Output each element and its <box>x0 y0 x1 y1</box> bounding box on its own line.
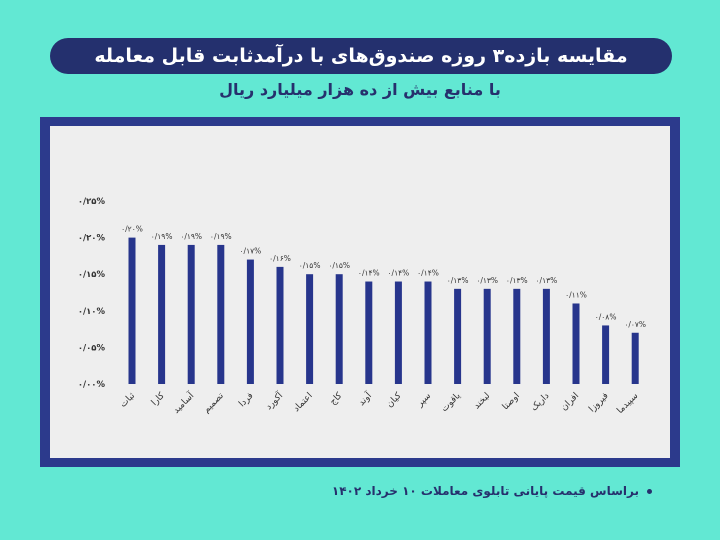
data-label: ۰/۱۹% <box>210 232 232 241</box>
bar <box>454 288 462 384</box>
bar <box>394 281 402 384</box>
data-label: ۰/۱۹% <box>180 232 202 241</box>
bar <box>424 281 432 384</box>
category-label: لبخند <box>472 391 492 411</box>
bullet-icon <box>647 488 652 494</box>
category-label: سپیدما <box>615 391 640 416</box>
bar <box>276 266 284 384</box>
bar <box>246 259 254 384</box>
data-label: ۰/۱۴% <box>388 269 410 278</box>
category-label: یاقوت <box>440 391 463 414</box>
y-tick-label: ۰/۰۵% <box>78 343 106 353</box>
data-label: ۰/۱۷% <box>240 247 262 256</box>
bar <box>513 288 521 384</box>
data-label: ۰/۰۷% <box>624 320 646 329</box>
bar <box>128 237 136 384</box>
category-label: فیروزا <box>587 391 610 414</box>
category-label: داریک <box>529 391 551 413</box>
category-label: کیان <box>385 391 404 410</box>
bar <box>335 274 343 384</box>
bar <box>365 281 373 384</box>
data-label: ۰/۱۴% <box>358 269 380 278</box>
y-tick-label: ۰/۱۰% <box>78 307 106 317</box>
bar <box>217 244 225 384</box>
footnote-text: براساس قیمت پایانی تابلوی معاملات ۱۰ خرد… <box>331 484 639 498</box>
y-tick-label: ۰/۲۰% <box>78 234 106 244</box>
category-label: کاج <box>328 391 345 408</box>
y-tick-label: ۰/۰۰% <box>78 380 106 390</box>
data-label: ۰/۱۳% <box>506 276 528 285</box>
category-label: اعتماد <box>292 391 315 414</box>
data-label: ۰/۱۵% <box>328 261 350 270</box>
category-label: ثبات <box>118 391 137 410</box>
category-label: سپر <box>415 391 434 410</box>
data-label: ۰/۱۳% <box>476 276 498 285</box>
data-label: ۰/۱۹% <box>151 232 173 241</box>
bar <box>631 332 639 384</box>
footnote: براساس قیمت پایانی تابلوی معاملات ۱۰ خرد… <box>332 484 652 498</box>
bar <box>306 274 314 384</box>
data-label: ۰/۲۰% <box>121 225 143 234</box>
data-label: ۰/۱۵% <box>299 261 321 270</box>
chart-title: مقایسه بازده۳ روزه صندوق‌های با درآمدثاب… <box>50 38 672 74</box>
category-label: آساميد <box>170 389 197 416</box>
category-label: تصمیم <box>202 391 227 416</box>
category-label: آکورد <box>263 389 286 412</box>
data-label: ۰/۱۳% <box>447 276 469 285</box>
y-tick-label: ۰/۲۵% <box>78 197 106 207</box>
chart-panel <box>50 126 670 458</box>
bar <box>542 288 550 384</box>
data-label: ۰/۱۳% <box>536 276 558 285</box>
data-label: ۰/۱۱% <box>565 290 587 299</box>
category-label: اوصتا <box>501 391 522 412</box>
bar <box>572 303 580 384</box>
bar-chart: ۰/۰۰% ۰/۰۵% ۰/۱۰% ۰/۱۵% ۰/۲۰% ۰/۲۵% ۰/۲۰% ثبات ۰… <box>78 197 646 416</box>
bar <box>483 288 491 384</box>
category-label: فردا <box>237 391 255 409</box>
y-tick-label: ۰/۱۵% <box>78 270 106 280</box>
category-label: کارا <box>150 391 167 408</box>
data-label: ۰/۱۴% <box>417 269 439 278</box>
bar <box>158 244 166 384</box>
data-label: ۰/۱۶% <box>269 254 291 263</box>
category-label: آوند <box>355 389 374 408</box>
chart-subtitle: با منابع بیش از ده هزار میلیارد ریال <box>219 80 501 99</box>
category-label: افران <box>559 391 581 413</box>
bar <box>602 325 610 384</box>
bar <box>187 244 195 384</box>
data-label: ۰/۰۸% <box>595 312 617 321</box>
